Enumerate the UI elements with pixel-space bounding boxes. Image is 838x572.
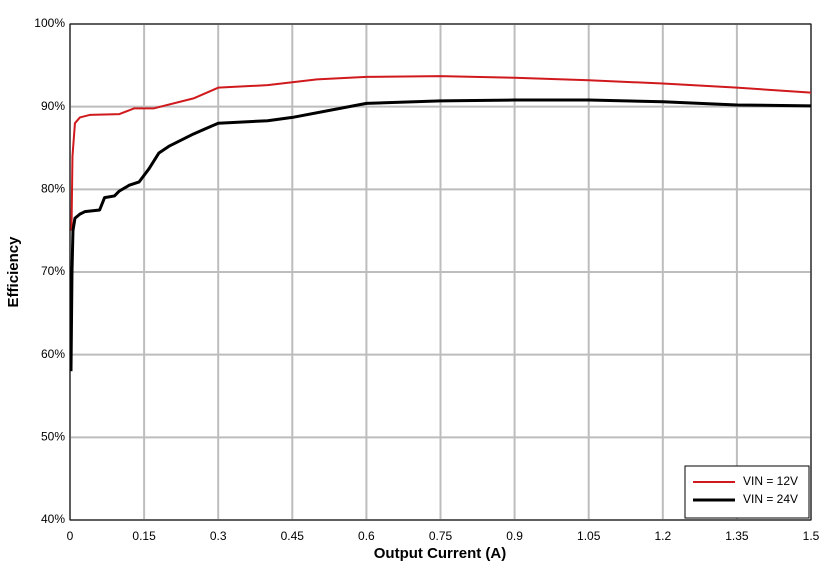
y-tick-label: 40% — [41, 512, 65, 526]
x-tick-label: 1.05 — [577, 529, 601, 543]
x-tick-label: 0.6 — [358, 529, 375, 543]
legend-label: VIN = 24V — [743, 492, 798, 506]
y-axis-title: Efficiency — [5, 236, 22, 308]
y-tick-label: 70% — [41, 264, 65, 278]
y-tick-label: 90% — [41, 99, 65, 113]
x-tick-label: 0.15 — [132, 529, 156, 543]
x-tick-label: 1.35 — [725, 529, 749, 543]
x-tick-label: 1.2 — [654, 529, 671, 543]
x-tick-label: 0.3 — [210, 529, 227, 543]
plot-frame — [69, 23, 812, 521]
legend-box — [684, 465, 810, 519]
x-tick-label: 0.9 — [506, 529, 523, 543]
y-tick-label: 50% — [41, 430, 65, 444]
series-line — [70, 75, 812, 231]
x-axis-title: Output Current (A) — [374, 545, 506, 562]
x-tick-label: 0 — [67, 529, 74, 543]
x-tick-label: 0.75 — [429, 529, 453, 543]
y-tick-label: 60% — [41, 347, 65, 361]
x-tick-label: 0.45 — [281, 529, 305, 543]
y-tick-label: 80% — [41, 182, 65, 196]
legend-label: VIN = 12V — [743, 474, 798, 488]
x-tick-label: 1.5 — [803, 529, 820, 543]
series-line — [69, 98, 812, 372]
y-tick-label: 100% — [34, 16, 65, 30]
